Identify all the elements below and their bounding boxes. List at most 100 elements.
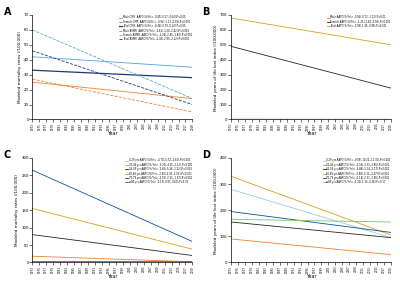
≥80 yrs AAPC(%/Yr)= -0.13(-0.97,-0.60),P=0.32: [134, 260, 139, 263]
60-69 yrs AAPC(%/Yr)= -2.50(-2.93,-2.55),P<0.001: [134, 233, 139, 237]
Female ASMR  AAPC(%/Yr)= -2.26(-2.45,-1.82),P<0.001: [162, 105, 167, 108]
0-29 yrs AAPC(%/Yr)= -4.70(-5.72,-2.63),P<0.001: [44, 260, 49, 264]
45-59 yrs AAPC(%/Yr)= -2.66(-5.16,-2.22),P<0.001: [155, 249, 160, 253]
70-79 yrs AAPC(%/Yr)= -2.14(-2.31,-1.85),P<0.001: [333, 223, 338, 227]
Total ASMR  AAPC(%/Yr)= -2.43(-2.95,-2.22),P<0.001: [44, 54, 49, 57]
60-69 yrs AAPC(%/Yr)= -2.50(-2.93,-2.55),P<0.001: [58, 214, 62, 217]
45-59 yrs AAPC(%/Yr)= -2.86(-3.14,-2.17),P<0.001: [375, 235, 380, 238]
Male AAPC(%/Yr)= -0.95(-0.72,-1.12),P<0.01: [382, 118, 386, 121]
60-69 yrs AAPC(%/Yr)= -2.88(-3.31,-2.47),P<0.001: [333, 213, 338, 216]
≥80 yrs AAPC(%/Yr)= -0.13(-0.97,-0.60),P=0.32: [92, 260, 97, 263]
30-44 yrs AAPC(%/Yr)= -3.22(-4.35,-2.12),P<0.001: [120, 258, 125, 261]
30-44 yrs AAPC(%/Yr)= -2.16(-3.31,-2.85),P<0.001: [326, 247, 331, 250]
≥80 yrs AAPC(%/Yr)= -0.13(-0.97,-0.60),P=0.32: [190, 260, 195, 263]
≥80 yrs AAPC(%/Yr)= -0.36(-1.15,-0.36),P=0.17: [340, 219, 345, 223]
Female ASMR  AAPC(%/Yr)= -2.26(-2.45,-1.82),P<0.001: [155, 103, 160, 107]
30-44 yrs AAPC(%/Yr)= -3.22(-4.35,-2.12),P<0.001: [58, 255, 62, 259]
45-59 yrs AAPC(%/Yr)= -2.86(-3.14,-2.17),P<0.001: [305, 228, 310, 231]
70-79 yrs AAPC(%/Yr)= -2.55(-2.31,-1.57),P<0.001: [92, 196, 97, 200]
Total CMR  AAPC(%/Yr)= -0.48(-0.79,-0.14),P<0.05: [100, 72, 104, 75]
0-29 yrs AAPC(%/Yr)= -9.05(-10.22,-11.36),P<0.001: [361, 228, 366, 231]
70-79 yrs AAPC(%/Yr)= -2.55(-2.31,-1.57),P<0.001: [114, 206, 118, 209]
60-69 yrs AAPC(%/Yr)= -2.50(-2.93,-2.55),P<0.001: [72, 217, 76, 221]
Female AAPC(%/Yr)= -1.21(-1.82,-0.93),P<0.001: [263, 54, 268, 57]
Female ASMR  AAPC(%/Yr)= -2.26(-2.45,-1.82),P<0.001: [86, 89, 90, 92]
Total ASMR  AAPC(%/Yr)= -2.43(-2.95,-2.22),P<0.001: [92, 70, 97, 74]
60-69 yrs AAPC(%/Yr)= -2.50(-2.93,-2.55),P<0.001: [120, 230, 125, 233]
Y-axis label: Modeled mortality rates (/100,000): Modeled mortality rates (/100,000): [15, 174, 19, 246]
Male ASMR  AAPC(%/Yr)= -2.61(-3.20,-2.42),P<0.001: [114, 64, 118, 67]
45-59 yrs AAPC(%/Yr)= -2.66(-5.16,-2.22),P<0.001: [106, 243, 111, 246]
60-69 yrs AAPC(%/Yr)= -2.88(-3.31,-2.47),P<0.001: [354, 221, 359, 224]
Male AAPC(%/Yr)= -0.95(-0.72,-1.12),P<0.01: [312, 118, 317, 121]
60-69 yrs AAPC(%/Yr)= -2.88(-3.31,-2.47),P<0.001: [361, 223, 366, 227]
X-axis label: Year: Year: [306, 131, 316, 136]
30-44 yrs AAPC(%/Yr)= -3.22(-4.35,-2.12),P<0.001: [155, 259, 160, 262]
0-29 yrs AAPC(%/Yr)= -4.70(-5.72,-2.63),P<0.001: [86, 260, 90, 264]
≥80 yrs AAPC(%/Yr)= -0.36(-1.15,-0.36),P=0.17: [326, 219, 331, 223]
Female ASMR  AAPC(%/Yr)= -2.26(-2.45,-1.82),P<0.001: [72, 86, 76, 90]
Total CMR  AAPC(%/Yr)= -0.48(-0.79,-0.14),P<0.05: [114, 72, 118, 76]
Male CMR  AAPC(%/Yr)= -0.49(-0.17,-0.64),P<0.05: [72, 58, 76, 61]
Total CMR  AAPC(%/Yr)= -0.48(-0.79,-0.14),P<0.05: [148, 74, 153, 78]
Total ASMR  AAPC(%/Yr)= -2.43(-2.95,-2.22),P<0.001: [86, 68, 90, 71]
≥80 yrs AAPC(%/Yr)= -0.36(-1.15,-0.36),P=0.17: [354, 220, 359, 223]
Male CMR  AAPC(%/Yr)= -0.49(-0.17,-0.64),P<0.05: [134, 62, 139, 65]
60-69 yrs AAPC(%/Yr)= -2.88(-3.31,-2.47),P<0.001: [347, 218, 352, 221]
0-29 yrs AAPC(%/Yr)= -4.70(-5.72,-2.63),P<0.001: [100, 261, 104, 264]
Female ASMR  AAPC(%/Yr)= -2.26(-2.45,-1.82),P<0.001: [44, 80, 49, 84]
Female AAPC(%/Yr)= -1.21(-1.82,-0.93),P<0.001: [347, 76, 352, 79]
Male CMR  AAPC(%/Yr)= -0.49(-0.17,-0.64),P<0.05: [58, 57, 62, 60]
30-44 yrs AAPC(%/Yr)= -3.22(-4.35,-2.12),P<0.001: [169, 259, 174, 263]
Female CMR  AAPC(%/Yr)= -0.93(-1.13,-0.59),P<0.001: [169, 95, 174, 98]
60-69 yrs AAPC(%/Yr)= -2.88(-3.31,-2.47),P<0.001: [284, 195, 289, 198]
45-59 yrs AAPC(%/Yr)= -2.66(-5.16,-2.22),P<0.001: [51, 236, 56, 239]
Total CMR  AAPC(%/Yr)= -0.48(-0.79,-0.14),P<0.05: [120, 73, 125, 76]
Female AAPC(%/Yr)= -1.21(-1.82,-0.93),P<0.001: [354, 77, 359, 81]
70-79 yrs AAPC(%/Yr)= -2.14(-2.31,-1.85),P<0.001: [298, 219, 303, 222]
Female AAPC(%/Yr)= -1.21(-1.82,-0.93),P<0.001: [375, 83, 380, 86]
0-29 yrs AAPC(%/Yr)= -4.70(-5.72,-2.63),P<0.001: [127, 261, 132, 264]
Male ASMR  AAPC(%/Yr)= -2.61(-3.20,-2.42),P<0.001: [72, 46, 76, 49]
Female CMR  AAPC(%/Yr)= -0.93(-1.13,-0.59),P<0.001: [148, 93, 153, 96]
70-79 yrs AAPC(%/Yr)= -2.55(-2.31,-1.57),P<0.001: [30, 168, 35, 172]
45-59 yrs AAPC(%/Yr)= -2.66(-5.16,-2.22),P<0.001: [169, 251, 174, 255]
Total CMR  AAPC(%/Yr)= -0.48(-0.79,-0.14),P<0.05: [72, 70, 76, 74]
Male AAPC(%/Yr)= -0.95(-0.72,-1.12),P<0.01: [298, 118, 303, 121]
≥80 yrs AAPC(%/Yr)= -0.36(-1.15,-0.36),P=0.17: [284, 219, 289, 222]
Male ASMR  AAPC(%/Yr)= -2.61(-3.20,-2.42),P<0.001: [162, 85, 167, 88]
Male CMR  AAPC(%/Yr)= -0.49(-0.17,-0.64),P<0.05: [37, 55, 42, 59]
Line: Male CMR  AAPC(%/Yr)= -0.49(-0.17,-0.64),P<0.05: Male CMR AAPC(%/Yr)= -0.49(-0.17,-0.64),…: [32, 57, 192, 67]
Total AAPC(%/Yr)= -0.99(-1.36,-0.96),P<0.001: [256, 21, 261, 24]
Female CMR  AAPC(%/Yr)= -0.93(-1.13,-0.59),P<0.001: [120, 90, 125, 93]
Male ASMR  AAPC(%/Yr)= -2.61(-3.20,-2.42),P<0.001: [134, 73, 139, 76]
Legend: Male AAPC(%/Yr)= -0.95(-0.72,-1.12),P<0.01, Female AAPC(%/Yr)= -1.21(-1.82,-0.93: Male AAPC(%/Yr)= -0.95(-0.72,-1.12),P<0.…: [326, 15, 391, 28]
Male AAPC(%/Yr)= -0.95(-0.72,-1.12),P<0.01: [375, 118, 380, 121]
0-29 yrs AAPC(%/Yr)= -9.05(-10.22,-11.36),P<0.001: [368, 230, 372, 233]
Male CMR  AAPC(%/Yr)= -0.49(-0.17,-0.64),P<0.05: [86, 59, 90, 62]
60-69 yrs AAPC(%/Yr)= -2.88(-3.31,-2.47),P<0.001: [256, 185, 261, 188]
60-69 yrs AAPC(%/Yr)= -2.88(-3.31,-2.47),P<0.001: [340, 215, 345, 219]
Total CMR  AAPC(%/Yr)= -0.48(-0.79,-0.14),P<0.05: [190, 76, 195, 80]
Male CMR  AAPC(%/Yr)= -0.49(-0.17,-0.64),P<0.05: [183, 65, 188, 68]
Female ASMR  AAPC(%/Yr)= -2.26(-2.45,-1.82),P<0.001: [79, 88, 84, 91]
Line: 70-79 yrs AAPC(%/Yr)= -2.55(-2.31,-1.57),P<0.001: 70-79 yrs AAPC(%/Yr)= -2.55(-2.31,-1.57)…: [32, 170, 192, 242]
0-29 yrs AAPC(%/Yr)= -4.70(-5.72,-2.63),P<0.001: [148, 261, 153, 264]
60-69 yrs AAPC(%/Yr)= -2.88(-3.31,-2.47),P<0.001: [326, 210, 331, 214]
Total AAPC(%/Yr)= -0.99(-1.36,-0.96),P<0.001: [250, 20, 254, 23]
Female CMR  AAPC(%/Yr)= -0.93(-1.13,-0.59),P<0.001: [127, 90, 132, 94]
Total CMR  AAPC(%/Yr)= -0.48(-0.79,-0.14),P<0.05: [92, 72, 97, 75]
Male AAPC(%/Yr)= -0.95(-0.72,-1.12),P<0.01: [291, 118, 296, 121]
30-44 yrs AAPC(%/Yr)= -3.22(-4.35,-2.12),P<0.001: [127, 258, 132, 261]
≥80 yrs AAPC(%/Yr)= -0.36(-1.15,-0.36),P=0.17: [291, 219, 296, 222]
70-79 yrs AAPC(%/Yr)= -2.55(-2.31,-1.57),P<0.001: [120, 209, 125, 212]
45-59 yrs AAPC(%/Yr)= -2.66(-5.16,-2.22),P<0.001: [100, 242, 104, 245]
≥80 yrs AAPC(%/Yr)= -0.13(-0.97,-0.60),P=0.32: [72, 260, 76, 263]
0-29 yrs AAPC(%/Yr)= -4.70(-5.72,-2.63),P<0.001: [176, 261, 181, 264]
70-79 yrs AAPC(%/Yr)= -2.14(-2.31,-1.85),P<0.001: [242, 212, 247, 215]
Female CMR  AAPC(%/Yr)= -0.93(-1.13,-0.59),P<0.001: [114, 89, 118, 92]
30-44 yrs AAPC(%/Yr)= -2.16(-3.31,-2.85),P<0.001: [256, 240, 261, 243]
Female CMR  AAPC(%/Yr)= -0.93(-1.13,-0.59),P<0.001: [65, 84, 70, 88]
≥80 yrs AAPC(%/Yr)= -0.36(-1.15,-0.36),P=0.17: [319, 219, 324, 223]
0-29 yrs AAPC(%/Yr)= -9.05(-10.22,-11.36),P<0.001: [375, 232, 380, 235]
